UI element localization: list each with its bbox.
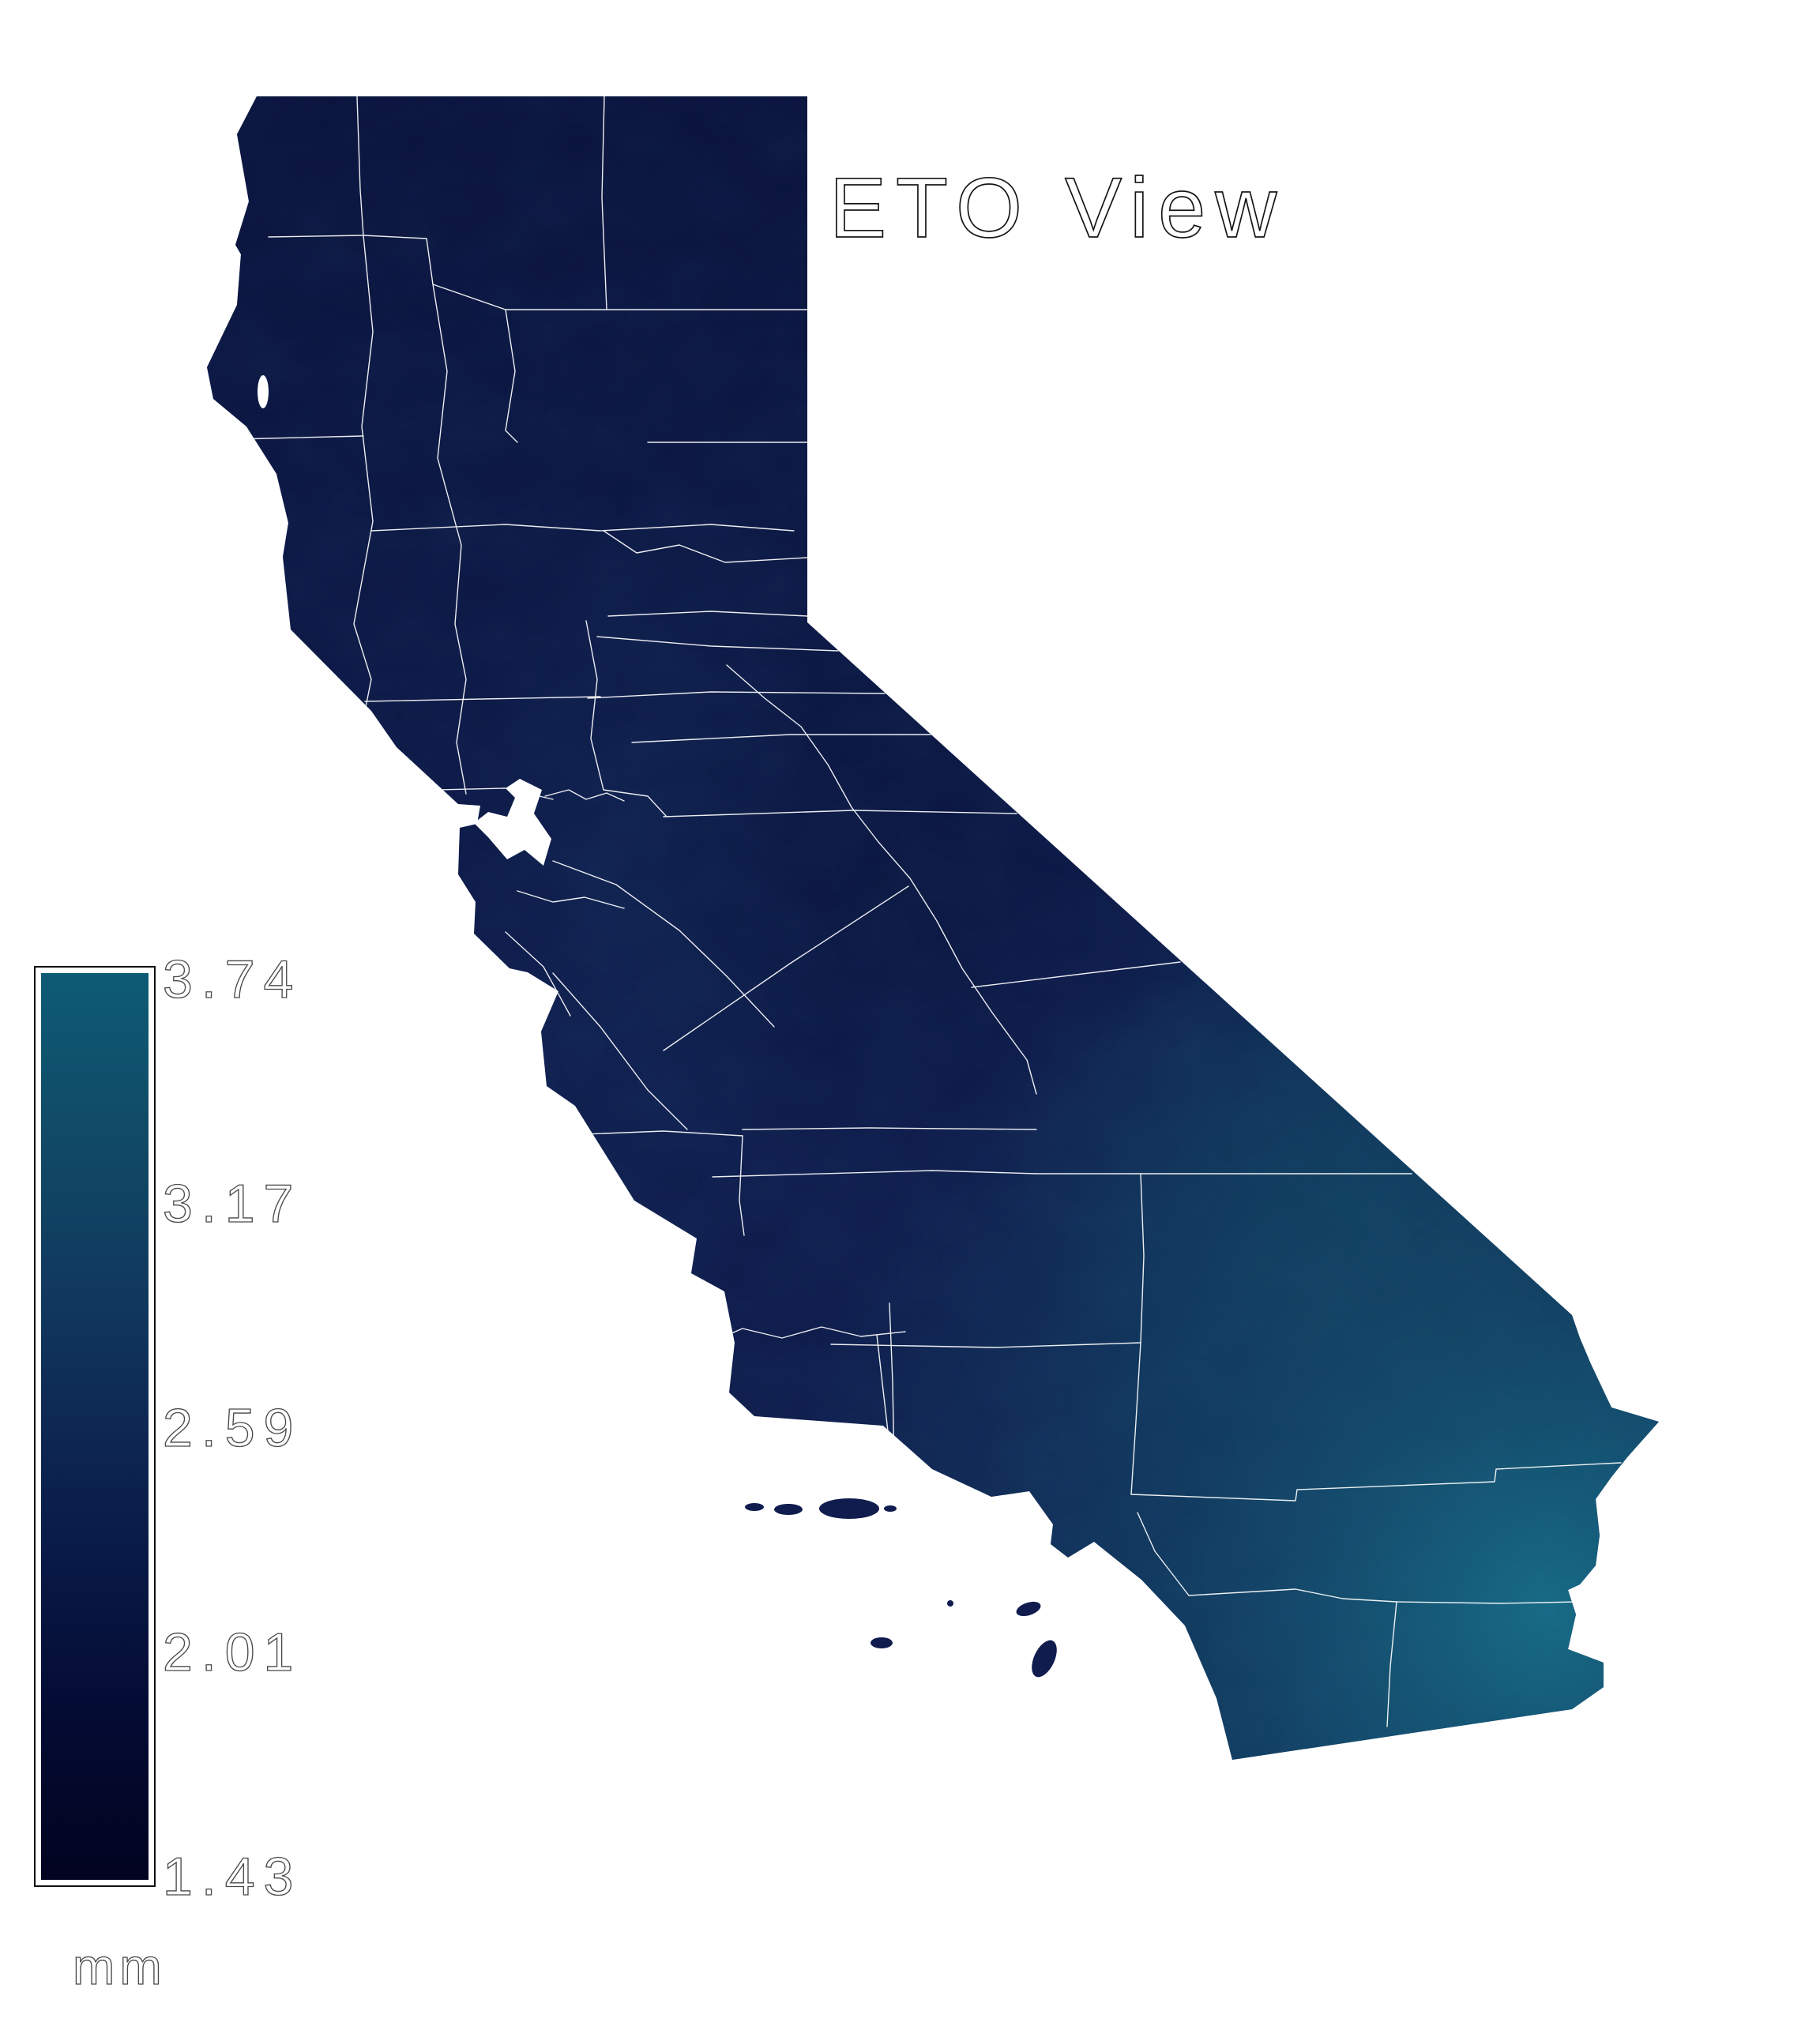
catalina-island xyxy=(1016,1601,1041,1617)
channel-islands xyxy=(745,1498,1057,1678)
water-cutouts xyxy=(258,375,551,866)
colorbar-gradient xyxy=(41,973,149,1880)
san-nicolas-island xyxy=(871,1637,893,1648)
santa-cruz-island xyxy=(819,1498,879,1519)
anacapa-island xyxy=(884,1505,897,1512)
colorbar-tick-label: 2.01 xyxy=(163,1622,302,1682)
colorbar-tick-label: 1.43 xyxy=(163,1847,302,1907)
colorbar: 3.74 3.17 2.59 2.01 1.43 mm xyxy=(34,949,302,1996)
santa-rosa-island xyxy=(774,1504,803,1515)
humboldt-bay xyxy=(258,375,269,408)
colorbar-tick-label: 3.17 xyxy=(163,1174,302,1234)
colorbar-tick-label: 3.74 xyxy=(163,949,302,1009)
colorbar-tick-label: 2.59 xyxy=(163,1398,302,1458)
san-clemente-island xyxy=(1032,1640,1057,1678)
colorbar-unit-label: mm xyxy=(73,1938,167,1995)
san-francisco-bay xyxy=(474,779,551,866)
map-title: ETO View xyxy=(829,160,1286,255)
san-miguel-island xyxy=(745,1503,764,1511)
santa-barbara-island xyxy=(947,1600,953,1607)
